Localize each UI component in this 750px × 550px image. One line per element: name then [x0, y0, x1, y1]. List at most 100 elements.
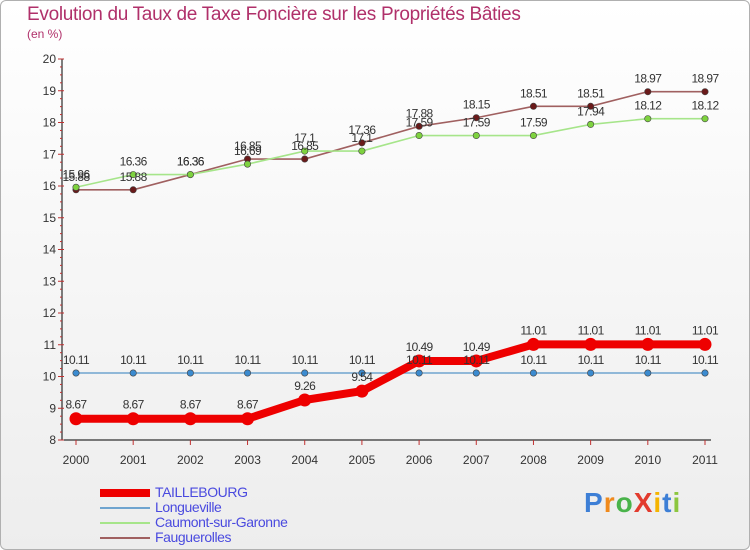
data-point — [126, 412, 140, 426]
data-point — [587, 120, 595, 128]
data-label: 17.88 — [406, 106, 434, 120]
data-label: 11.01 — [635, 323, 662, 337]
data-point — [186, 369, 194, 377]
data-point — [701, 369, 709, 377]
y-tick-label: 8 — [49, 433, 56, 447]
data-label: 8.67 — [123, 398, 145, 412]
data-point — [412, 354, 426, 368]
y-tick-label: 18 — [43, 116, 57, 130]
data-label: 18.12 — [691, 99, 719, 113]
data-label: 17.1 — [351, 131, 373, 145]
data-label: 18.97 — [691, 72, 719, 86]
data-label: 8.67 — [180, 398, 202, 412]
data-label: 11.01 — [578, 323, 605, 337]
x-tick-label: 2007 — [463, 453, 490, 467]
data-point — [301, 147, 309, 155]
y-tick-label: 19 — [43, 84, 57, 98]
x-tick-label: 2011 — [692, 453, 718, 467]
data-point — [526, 337, 540, 351]
chart-data-labels: 8.67 8.67 8.67 8.67 9.26 9.54 10.49 10.49 11.01 1… — [62, 72, 720, 412]
logo-letter: r — [603, 487, 616, 518]
data-point — [587, 369, 595, 377]
y-tick-label: 20 — [43, 52, 57, 66]
data-label: 10.11 — [63, 353, 90, 367]
logo-letter: X — [633, 487, 654, 518]
data-label: 17.36 — [348, 123, 376, 137]
data-point — [415, 132, 423, 140]
data-point — [644, 88, 652, 96]
data-label: 11.01 — [520, 323, 547, 337]
y-tick-label: 9 — [49, 401, 56, 415]
data-label: 18.97 — [634, 72, 662, 86]
y-tick-label: 14 — [43, 243, 57, 257]
data-label: 10.49 — [406, 340, 434, 354]
data-label: 17.94 — [577, 104, 605, 118]
data-label: 16.36 — [177, 155, 205, 169]
chart-title: Evolution du Taux de Taxe Foncière sur l… — [27, 4, 521, 25]
data-label: 15.88 — [120, 170, 148, 184]
x-tick-label: 2000 — [63, 453, 90, 467]
data-point — [415, 369, 423, 377]
data-label: 16.36 — [177, 155, 205, 169]
data-label: 8.67 — [237, 398, 259, 412]
data-label: 16.85 — [234, 139, 262, 153]
data-point — [644, 115, 652, 123]
series-line-caumont-sur-garonne — [75, 117, 705, 189]
legend-label: Fauguerolles — [155, 529, 232, 545]
x-tick-label: 2006 — [406, 453, 433, 467]
data-label: 8.67 — [66, 398, 88, 412]
data-point — [183, 412, 197, 426]
x-tick-label: 2003 — [234, 453, 261, 467]
data-label: 17.59 — [520, 116, 548, 130]
data-point — [301, 155, 309, 163]
data-point — [129, 186, 137, 194]
data-label: 16.85 — [291, 139, 319, 153]
data-point — [701, 88, 709, 96]
data-label: 17.1 — [294, 131, 316, 145]
logo-letter: o — [615, 487, 634, 518]
y-tick-label: 10 — [43, 370, 57, 384]
legend-label: TAILLEBOURG — [155, 484, 248, 500]
data-point — [129, 369, 137, 377]
series-line-taillebourg — [76, 340, 705, 423]
data-point — [186, 171, 194, 179]
legend-swatch — [100, 537, 150, 539]
data-label: 11.01 — [692, 323, 719, 337]
data-label: 15.96 — [62, 167, 90, 181]
data-point — [469, 354, 483, 368]
data-point — [529, 369, 537, 377]
legend-label: Longueville — [155, 499, 222, 515]
data-label: 10.11 — [177, 353, 204, 367]
chart-axes: 8 9 10 11 12 13 14 15 16 17 18 19 20 2000 2001 2002 2003… — [43, 52, 719, 467]
data-point — [358, 369, 366, 377]
chart-series — [69, 88, 712, 426]
data-label: 10.11 — [349, 353, 376, 367]
x-tick-label: 2004 — [291, 453, 318, 467]
data-point — [72, 369, 80, 377]
line-chart: 8 9 10 11 12 13 14 15 16 17 18 19 20 2000 2001 2002 2003… — [43, 52, 720, 467]
y-tick-label: 16 — [43, 179, 57, 193]
data-point — [698, 337, 712, 351]
data-point — [587, 102, 595, 110]
legend-swatch — [100, 489, 150, 497]
data-point — [244, 160, 252, 168]
y-tick-label: 17 — [43, 147, 57, 161]
proxiti-logo: ProXiti — [584, 487, 681, 519]
data-label: 9.26 — [294, 379, 316, 393]
data-label: 10.11 — [406, 353, 433, 367]
y-tick-label: 13 — [43, 274, 57, 288]
data-point — [472, 369, 480, 377]
data-label: 10.11 — [692, 353, 719, 367]
data-label: 15.88 — [62, 170, 90, 184]
series-line-fauguerolles — [76, 90, 705, 191]
data-point — [298, 393, 312, 407]
data-point — [641, 337, 655, 351]
data-point — [301, 369, 309, 377]
logo-letter: i — [653, 487, 663, 518]
data-label: 18.51 — [520, 86, 548, 100]
data-point — [358, 147, 366, 155]
chart-subtitle: (en %) — [27, 27, 63, 41]
data-label: 10.11 — [578, 353, 605, 367]
data-label: 10.11 — [292, 353, 319, 367]
data-point — [472, 114, 480, 122]
